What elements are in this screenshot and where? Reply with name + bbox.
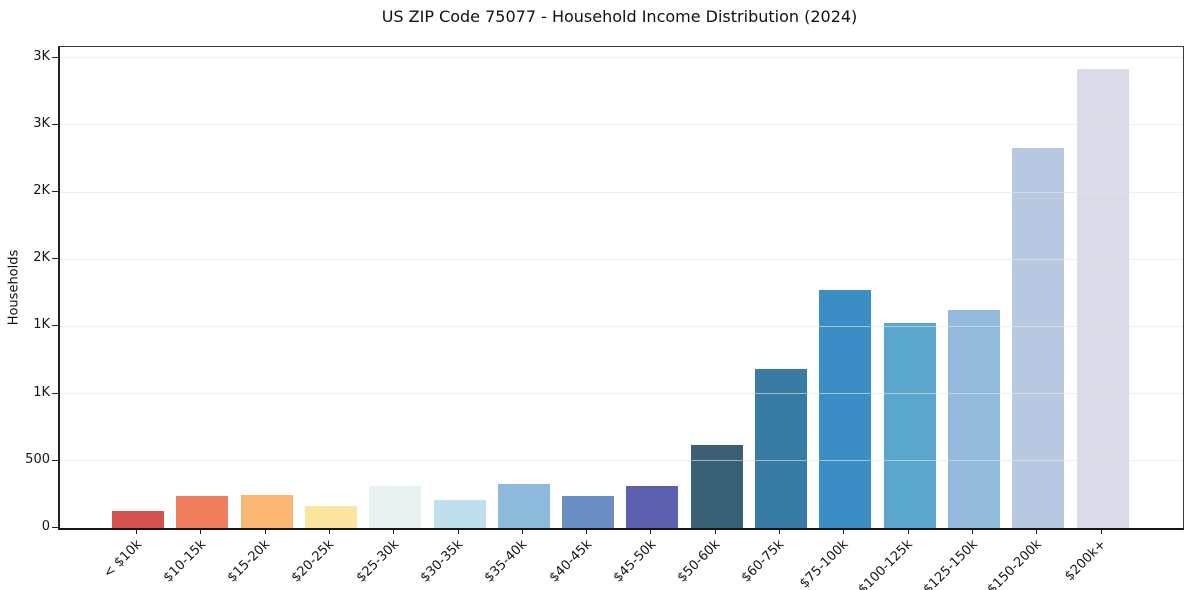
bar <box>304 506 357 528</box>
x-tick-mark <box>907 529 909 534</box>
bar <box>112 511 164 528</box>
y-tick-mark <box>52 258 58 260</box>
x-tick-mark <box>136 529 137 534</box>
x-tick-label: $50-60k <box>674 537 724 586</box>
y-tick-mark <box>52 191 58 193</box>
bar <box>819 290 872 528</box>
x-tick-mark <box>1036 529 1038 534</box>
gridline <box>60 460 1183 462</box>
bar <box>755 368 807 528</box>
x-tick-mark <box>586 529 588 534</box>
x-tick-label: < $10k <box>100 537 145 582</box>
x-tick-mark <box>393 529 395 534</box>
x-tick-mark <box>200 529 202 534</box>
x-tick-mark <box>971 529 973 534</box>
bar <box>433 499 486 528</box>
bar <box>240 495 293 528</box>
gridline <box>60 57 1183 59</box>
gridline <box>60 191 1183 193</box>
x-tick-label: $200k+ <box>1062 537 1110 585</box>
y-tick-label: 2K <box>33 183 50 199</box>
x-tick-label: $60-75k <box>739 537 788 586</box>
y-tick-label: 3K <box>33 48 50 64</box>
y-tick-label: 1K <box>33 317 50 333</box>
bar <box>176 496 229 528</box>
x-tick-mark <box>779 529 780 534</box>
bar <box>947 309 1000 528</box>
y-tick-label: 500 <box>25 451 50 467</box>
y-tick-mark <box>52 123 58 125</box>
x-tick-label: $100-125k <box>856 537 917 590</box>
x-tick-mark <box>843 529 845 534</box>
gridline <box>60 325 1183 327</box>
plot-area <box>58 46 1184 530</box>
y-tick-mark <box>52 325 58 327</box>
x-tick-label: $75-100k <box>797 537 852 590</box>
gridline <box>60 393 1183 395</box>
gridline <box>60 258 1183 260</box>
bar <box>562 495 615 528</box>
y-tick-mark <box>52 392 58 394</box>
y-tick-label: 2K <box>33 250 50 266</box>
x-tick-label: $150-200k <box>984 537 1045 590</box>
x-tick-label: $15-20k <box>224 537 274 586</box>
x-tick-mark <box>1100 529 1102 534</box>
bar <box>369 485 422 528</box>
bar <box>1076 68 1129 528</box>
bar <box>690 445 743 528</box>
y-tick-label: 3K <box>33 115 50 131</box>
bar <box>497 484 550 528</box>
x-tick-mark <box>457 529 459 534</box>
y-tick-label: 1K <box>33 384 50 400</box>
x-tick-mark <box>264 529 266 534</box>
y-tick-mark <box>52 527 58 528</box>
x-tick-label: $25-30k <box>353 537 402 586</box>
x-tick-label: $40-45k <box>546 537 595 586</box>
x-tick-label: $35-40k <box>481 537 531 586</box>
x-tick-mark <box>714 529 716 534</box>
bar <box>626 486 679 528</box>
x-tick-label: $45-50k <box>610 537 660 586</box>
bar <box>883 322 936 528</box>
y-tick-mark <box>52 56 58 58</box>
chart-title: US ZIP Code 75077 - Household Income Dis… <box>381 7 858 26</box>
x-tick-label: $10-15k <box>160 537 209 586</box>
x-tick-mark <box>650 529 652 534</box>
bar <box>1012 147 1065 528</box>
x-tick-label: $30-35k <box>417 537 467 586</box>
x-tick-mark <box>328 529 330 534</box>
x-tick-label: $125-150k <box>920 537 981 590</box>
y-tick-label: 0 <box>41 519 50 534</box>
x-tick-mark <box>521 529 523 534</box>
y-tick-mark <box>52 459 58 461</box>
gridline <box>60 124 1183 126</box>
x-tick-label: $20-25k <box>289 537 338 586</box>
